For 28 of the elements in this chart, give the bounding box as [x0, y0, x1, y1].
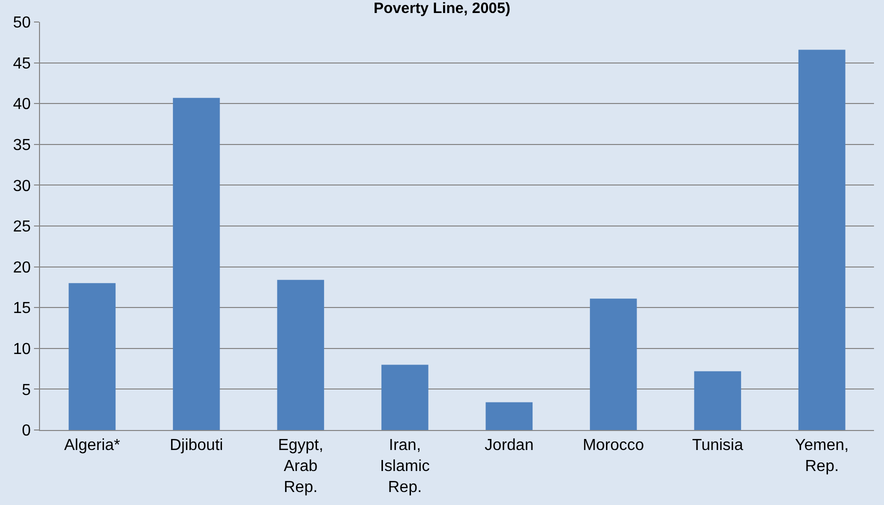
x-tick-label: Egypt, Arab Rep.	[278, 437, 324, 496]
x-tick-label: Morocco	[582, 437, 644, 454]
bar	[381, 364, 428, 430]
bar	[172, 98, 220, 430]
bar	[68, 283, 116, 430]
x-tick-label: Algeria*	[64, 437, 120, 454]
y-tick-label: 40	[13, 96, 31, 114]
y-tick-label: 5	[22, 382, 31, 399]
y-tick-label: 10	[13, 341, 31, 358]
bar	[694, 371, 742, 430]
x-tick-label: Yemen, Rep.	[795, 437, 849, 475]
x-tick-label: Djibouti	[170, 437, 224, 454]
bar	[590, 298, 637, 430]
y-tick-label: 50	[13, 14, 31, 32]
bar	[277, 280, 324, 430]
x-tick-label: Tunisia	[692, 437, 744, 454]
y-tick-label: 35	[13, 137, 31, 154]
x-tick-label: Jordan	[484, 437, 534, 454]
y-tick-label: 30	[13, 178, 31, 195]
y-tick-label: 25	[13, 218, 31, 236]
y-tick-label: 45	[13, 55, 31, 72]
y-tick-label: 0	[22, 422, 31, 440]
x-tick-label: Iran, Islamic Rep.	[380, 437, 430, 496]
bar	[486, 402, 533, 430]
bar	[798, 50, 846, 430]
y-tick-label: 20	[13, 259, 31, 276]
chart-title: Poverty Line, 2005)	[374, 0, 510, 18]
y-tick-label: 15	[13, 300, 31, 318]
